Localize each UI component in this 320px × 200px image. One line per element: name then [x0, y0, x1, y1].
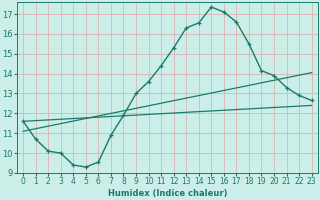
X-axis label: Humidex (Indice chaleur): Humidex (Indice chaleur): [108, 189, 227, 198]
